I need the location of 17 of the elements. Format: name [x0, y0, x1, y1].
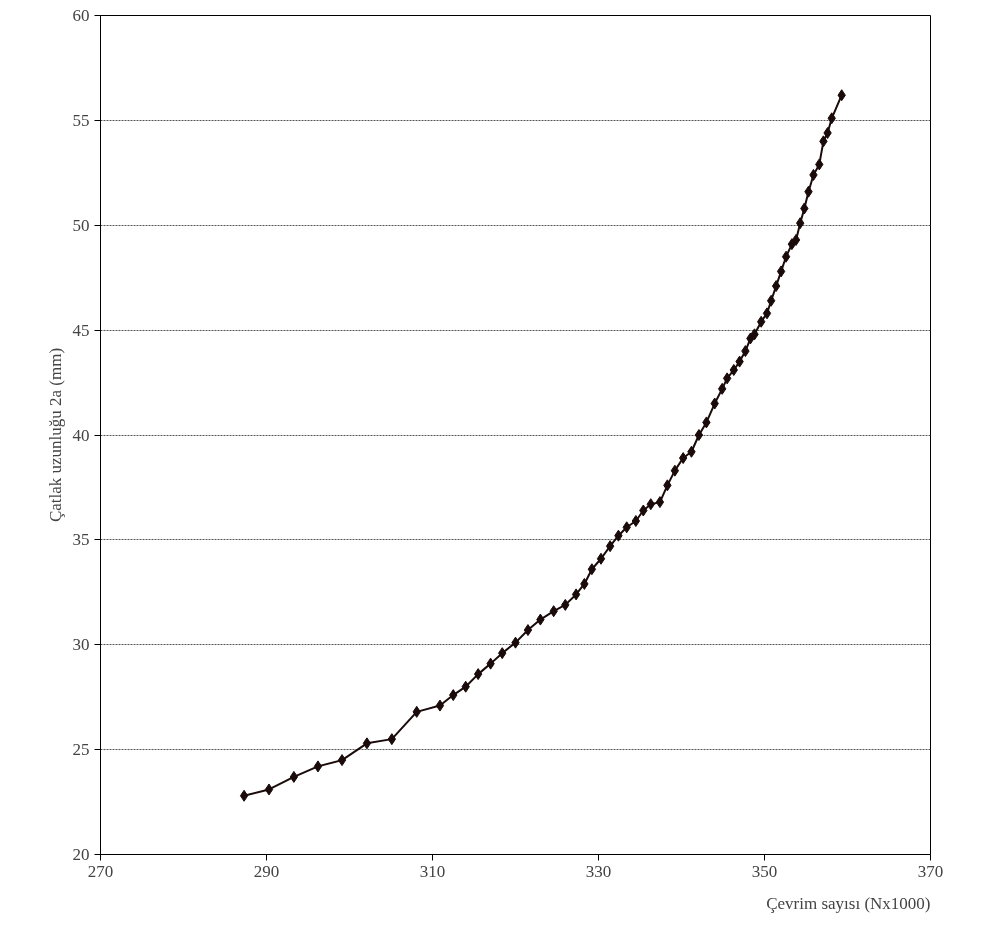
y-tick-label: 35 [72, 530, 90, 550]
y-tick-label: 55 [72, 110, 90, 130]
x-tick-label: 350 [751, 861, 778, 881]
y-tick-label: 20 [72, 845, 90, 864]
y-tick-label: 45 [72, 320, 90, 340]
x-tick-label: 290 [253, 861, 280, 881]
x-tick-label: 370 [917, 861, 944, 881]
y-tick-label: 25 [72, 740, 90, 760]
y-tick-label: 50 [72, 215, 90, 235]
x-tick-label: 310 [419, 861, 446, 881]
y-tick-label: 40 [72, 425, 90, 445]
x-tick-label: 270 [87, 861, 114, 881]
y-axis-title: Çatlak uzunluğu 2a (mm) [45, 347, 65, 523]
y-tick-label: 60 [72, 6, 90, 25]
x-tick-label: 330 [585, 861, 612, 881]
y-tick-label: 30 [72, 635, 90, 655]
x-axis-title: Çevrim sayısı (Nx1000) [766, 894, 931, 913]
